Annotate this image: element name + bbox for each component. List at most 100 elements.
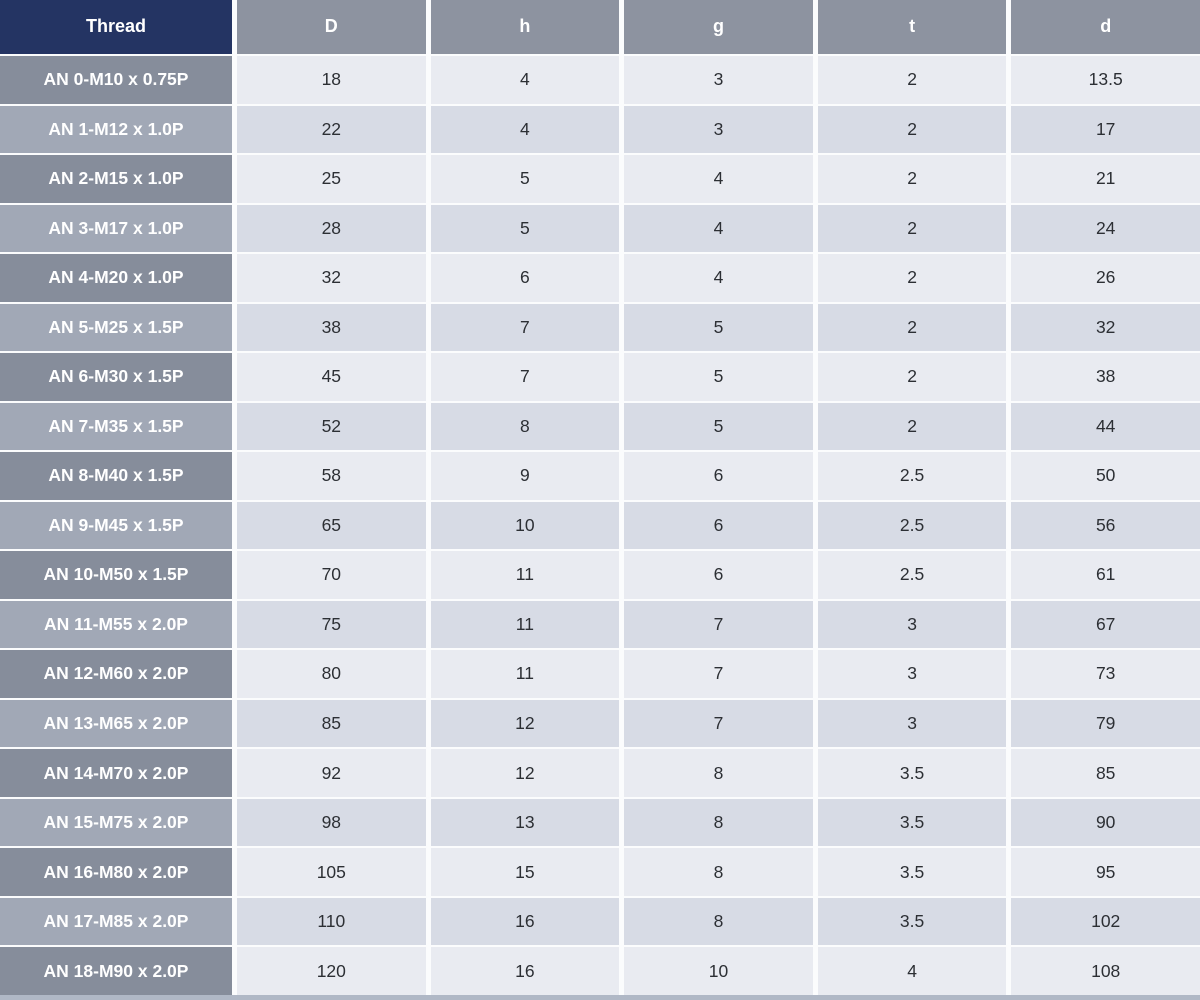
data-cell: 11 [430, 551, 620, 599]
data-cell: 12 [430, 749, 620, 797]
data-cell: 2 [817, 353, 1007, 401]
data-cell: 28 [237, 204, 426, 253]
data-cell: 13.5 [1011, 56, 1200, 104]
data-cell: 4 [430, 56, 620, 104]
data-cell: 3.5 [817, 897, 1007, 946]
data-cell: 70 [237, 551, 426, 599]
data-cell: 6 [430, 254, 620, 302]
row-label-thread: AN 17-M85 x 2.0P [0, 897, 232, 946]
data-cell: 85 [1011, 749, 1200, 797]
data-cell: 108 [1011, 947, 1200, 995]
data-cell: 5 [624, 402, 813, 451]
data-cell: 11 [430, 600, 620, 649]
data-cell: 61 [1011, 551, 1200, 599]
data-cell: 75 [237, 600, 426, 649]
data-cell: 32 [1011, 303, 1200, 352]
data-cell: 105 [237, 848, 426, 896]
row-label-thread: AN 0-M10 x 0.75P [0, 56, 232, 104]
row-label-thread: AN 5-M25 x 1.5P [0, 303, 232, 352]
row-label-thread: AN 11-M55 x 2.0P [0, 600, 232, 649]
data-cell: 16 [430, 947, 620, 995]
data-cell: 50 [1011, 452, 1200, 500]
data-cell: 56 [1011, 501, 1200, 550]
data-cell: 2 [817, 204, 1007, 253]
data-cell: 13 [430, 798, 620, 847]
data-cell: 9 [430, 452, 620, 500]
data-cell: 3.5 [817, 848, 1007, 896]
data-cell: 38 [237, 303, 426, 352]
data-cell: 2 [817, 402, 1007, 451]
data-cell: 102 [1011, 897, 1200, 946]
data-cell: 120 [237, 947, 426, 995]
column-header-thread: Thread [0, 0, 232, 54]
column-header-h: h [430, 0, 620, 54]
column-header-g: g [624, 0, 813, 54]
data-cell: 5 [624, 353, 813, 401]
data-cell: 3 [817, 650, 1007, 698]
row-label-thread: AN 1-M12 x 1.0P [0, 105, 232, 154]
data-cell: 44 [1011, 402, 1200, 451]
data-cell: 7 [624, 650, 813, 698]
data-cell: 12 [430, 699, 620, 748]
data-cell: 4 [624, 254, 813, 302]
row-label-thread: AN 2-M15 x 1.0P [0, 155, 232, 203]
data-cell: 21 [1011, 155, 1200, 203]
data-cell: 67 [1011, 600, 1200, 649]
data-cell: 7 [624, 699, 813, 748]
data-cell: 8 [624, 749, 813, 797]
data-cell: 32 [237, 254, 426, 302]
data-cell: 90 [1011, 798, 1200, 847]
data-cell: 3.5 [817, 798, 1007, 847]
data-cell: 3 [817, 600, 1007, 649]
data-cell: 10 [624, 947, 813, 995]
data-cell: 85 [237, 699, 426, 748]
data-cell: 7 [624, 600, 813, 649]
data-cell: 52 [237, 402, 426, 451]
data-cell: 16 [430, 897, 620, 946]
data-cell: 2 [817, 303, 1007, 352]
data-cell: 5 [430, 204, 620, 253]
row-label-thread: AN 8-M40 x 1.5P [0, 452, 232, 500]
data-cell: 79 [1011, 699, 1200, 748]
data-cell: 5 [430, 155, 620, 203]
row-label-thread: AN 9-M45 x 1.5P [0, 501, 232, 550]
data-cell: 8 [624, 848, 813, 896]
data-cell: 24 [1011, 204, 1200, 253]
row-label-thread: AN 13-M65 x 2.0P [0, 699, 232, 748]
data-cell: 7 [430, 303, 620, 352]
data-cell: 92 [237, 749, 426, 797]
data-cell: 10 [430, 501, 620, 550]
data-cell: 25 [237, 155, 426, 203]
column-header-D: D [237, 0, 426, 54]
data-cell: 4 [817, 947, 1007, 995]
row-label-thread: AN 18-M90 x 2.0P [0, 947, 232, 995]
data-cell: 11 [430, 650, 620, 698]
data-cell: 2 [817, 105, 1007, 154]
data-cell: 3.5 [817, 749, 1007, 797]
data-cell: 5 [624, 303, 813, 352]
data-cell: 15 [430, 848, 620, 896]
data-cell: 2 [817, 56, 1007, 104]
data-cell: 18 [237, 56, 426, 104]
data-cell: 3 [817, 699, 1007, 748]
row-label-thread: AN 10-M50 x 1.5P [0, 551, 232, 599]
row-label-thread: AN 14-M70 x 2.0P [0, 749, 232, 797]
data-cell: 17 [1011, 105, 1200, 154]
data-cell: 6 [624, 452, 813, 500]
data-cell: 65 [237, 501, 426, 550]
data-cell: 4 [624, 204, 813, 253]
data-cell: 2.5 [817, 452, 1007, 500]
data-cell: 6 [624, 551, 813, 599]
data-cell: 8 [430, 402, 620, 451]
data-cell: 7 [430, 353, 620, 401]
row-label-thread: AN 6-M30 x 1.5P [0, 353, 232, 401]
row-label-thread: AN 15-M75 x 2.0P [0, 798, 232, 847]
data-cell: 4 [430, 105, 620, 154]
data-cell: 3 [624, 56, 813, 104]
data-cell: 98 [237, 798, 426, 847]
row-label-thread: AN 7-M35 x 1.5P [0, 402, 232, 451]
data-cell: 80 [237, 650, 426, 698]
data-cell: 3 [624, 105, 813, 154]
